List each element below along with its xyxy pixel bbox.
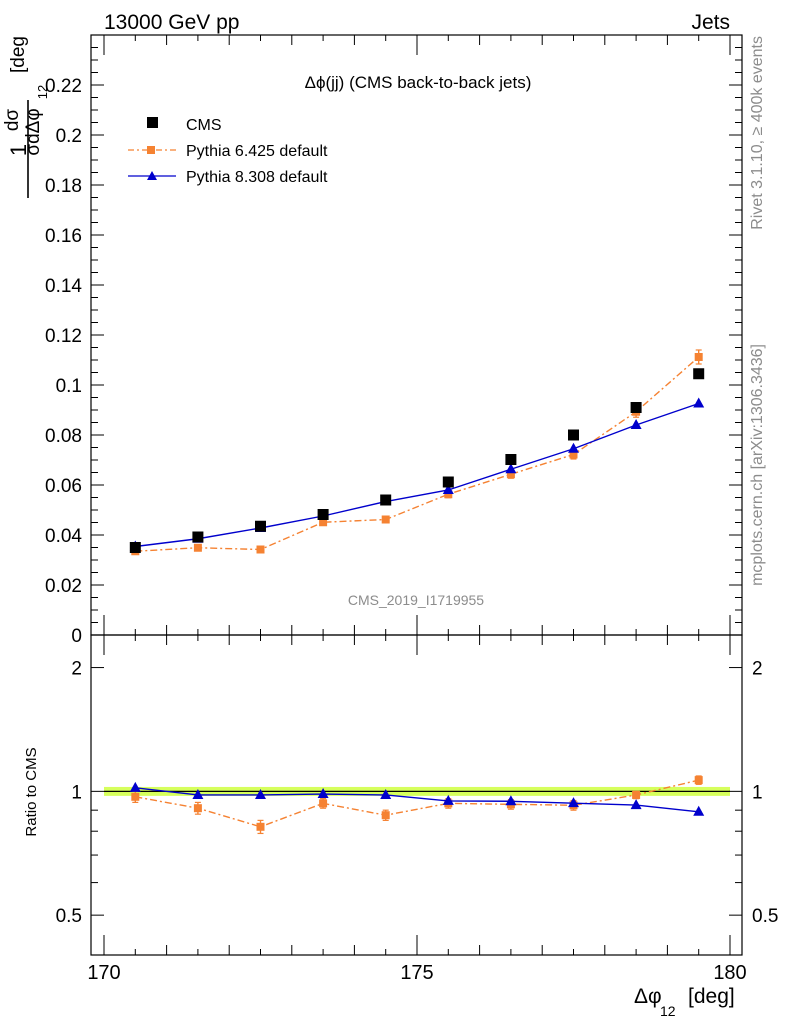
legend-item-cms: CMS (147, 117, 222, 134)
ratio-pythia8-line (135, 787, 699, 813)
main-y-axis-label: 1 σdΔφ 12 dσ [deg -1 ] (2, 36, 50, 198)
ratio-pythia6-point (319, 799, 328, 808)
rivet-label: Rivet 3.1.10, ≥ 400k events (749, 36, 766, 230)
cms-point (380, 494, 392, 506)
main-y-tick-label: 0.2 (56, 126, 82, 147)
pythia6-point (694, 353, 703, 361)
main-panel: 0 0.02 0.04 0.06 0.08 0.1 0.12 0.14 0.16 0.18 0.2 0… (2, 34, 743, 647)
mcplots-label: mcplots.cern.ch [arXiv:1306.3436] (749, 344, 766, 586)
main-y-tick-label: 0 (71, 626, 82, 647)
svg-text:12: 12 (660, 1003, 676, 1019)
svg-text:Δφ: Δφ (634, 985, 662, 1008)
ratio-series-layer (129, 775, 705, 835)
legend-item-pythia8: Pythia 8.308 default (128, 169, 328, 186)
svg-text:σdΔφ: σdΔφ (23, 108, 44, 155)
ratio-panel: 0.5 0.5 1 1 2 2 170 175 180 Ratio to CMS (23, 634, 779, 984)
cms-point (255, 520, 266, 532)
ratio-pythia8-point (693, 805, 705, 816)
cms-point (693, 368, 705, 380)
chart-title: Δϕ(jj) (CMS back-to-back jets) (305, 73, 532, 92)
ratio-pythia8-point (192, 788, 204, 799)
ratio-pythia8-point (317, 788, 329, 799)
ratio-x-axis: 170 175 180 (87, 635, 747, 984)
ratio-pythia6-point (632, 790, 641, 799)
pythia6-point (506, 470, 515, 479)
ratio-pythia8-point (129, 781, 141, 792)
cms-point (505, 454, 517, 465)
pythia8-point (442, 484, 454, 494)
svg-text:1: 1 (6, 144, 31, 156)
main-y-tick-label: 0.12 (45, 326, 82, 347)
cms-point (568, 429, 579, 441)
legend: CMS Pythia 6.425 default Pythia 8.308 de… (128, 117, 328, 186)
legend-item-pythia6: Pythia 6.425 default (128, 143, 328, 160)
ratio-pythia8-point (442, 794, 454, 805)
main-y-tick-label: 0.02 (45, 576, 82, 597)
pythia6-point (381, 515, 390, 524)
pythia6-point (256, 545, 265, 554)
energy-label: 13000 GeV pp (104, 11, 239, 34)
ratio-pythia6-point (256, 822, 265, 831)
ratio-pythia6-point (193, 804, 202, 813)
ratio-y-axis: 0.5 0.5 1 1 2 2 (56, 659, 779, 928)
ratio-y-tick-label-right: 0.5 (752, 906, 778, 927)
main-x-ticks (103, 35, 731, 635)
pythia6-point (319, 518, 328, 527)
pythia6-point (569, 450, 578, 459)
pythia8-point (630, 419, 642, 429)
x-tick-label: 175 (400, 962, 433, 984)
main-y-tick-label: 0.08 (45, 426, 82, 447)
jets-label: Jets (691, 11, 730, 34)
svg-text:Pythia 6.425 default: Pythia 6.425 default (186, 143, 328, 160)
ratio-y-tick-label: 1 (71, 782, 82, 803)
svg-text:12: 12 (35, 85, 50, 99)
pythia6-point (444, 490, 453, 499)
ratio-pythia6-point (381, 811, 390, 820)
ratio-pythia6-point (131, 792, 140, 801)
cms-point (192, 531, 204, 543)
main-y-tick-label: 0.22 (45, 76, 82, 97)
x-tick-label: 170 (87, 962, 120, 984)
svg-text:dσ: dσ (2, 109, 23, 132)
ratio-y-tick-label: 0.5 (56, 906, 82, 927)
main-series-layer (129, 349, 705, 556)
main-y-tick-label: 0.06 (45, 476, 82, 497)
svg-text:[deg]: [deg] (688, 985, 735, 1008)
analysis-watermark: CMS_2019_I1719955 (348, 592, 484, 608)
ratio-y-tick-label-right: 2 (752, 659, 763, 680)
pythia8-point (568, 442, 579, 453)
ratio-pythia8-point (505, 795, 517, 806)
main-y-tick-label: 0.1 (56, 376, 82, 397)
ratio-pythia8-point (380, 788, 392, 799)
ratio-pythia6-point (694, 776, 703, 785)
ratio-pythia6-line (135, 779, 699, 828)
pythia6-line (135, 356, 700, 552)
main-y-tick-label: 0.04 (45, 526, 82, 547)
ratio-y-tick-label-right: 1 (752, 782, 763, 803)
ratio-pythia8-point (630, 799, 642, 810)
pythia8-line (135, 402, 699, 548)
main-y-tick-label: 0.16 (45, 226, 82, 247)
x-tick-label: 180 (713, 962, 746, 984)
main-y-axis: 0 0.02 0.04 0.06 0.08 0.1 0.12 0.14 0.16 0.18 0.2 0… (45, 47, 742, 647)
svg-text:CMS: CMS (186, 117, 222, 134)
cms-point (630, 402, 642, 413)
svg-text:Pythia 8.308 default: Pythia 8.308 default (186, 169, 328, 186)
cms-point (442, 476, 454, 488)
cms-point (129, 542, 141, 553)
main-y-tick-label: 0.18 (45, 176, 82, 197)
ratio-pythia8-point (255, 788, 266, 799)
main-y-tick-label: 0.14 (45, 276, 82, 297)
ratio-y-tick-label: 2 (71, 659, 82, 680)
pythia8-point (505, 463, 517, 474)
ratio-y-axis-label: Ratio to CMS (23, 747, 40, 836)
svg-text:[deg: [deg (8, 36, 29, 73)
cms-point (317, 509, 329, 520)
pythia6-point (193, 543, 202, 552)
ratio-pythia8-point (568, 797, 579, 808)
x-axis-label: Δφ 12 [deg] (634, 985, 735, 1019)
pythia8-point (693, 397, 705, 408)
